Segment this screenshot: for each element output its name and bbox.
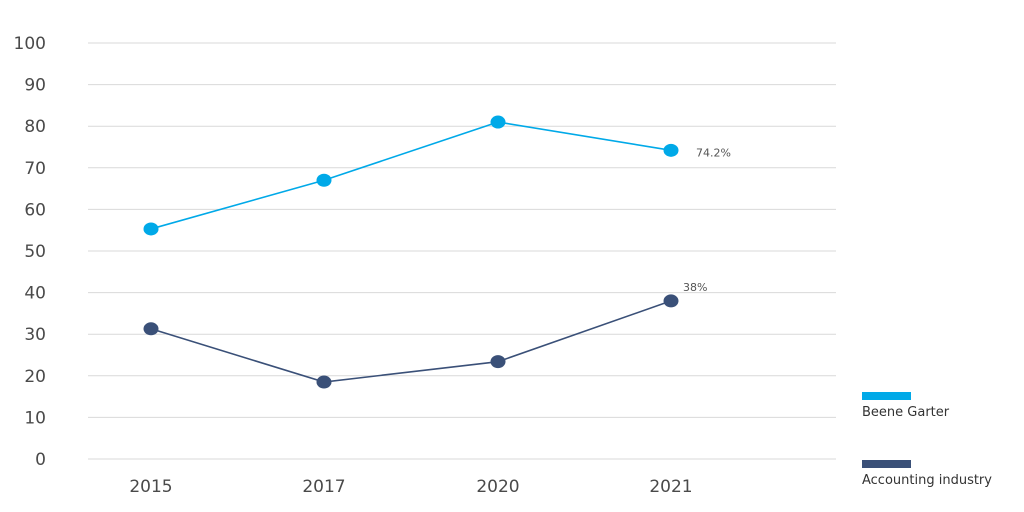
- y-tick-label: 50: [24, 242, 46, 262]
- x-tick-label: 2020: [476, 477, 519, 497]
- y-tick-label: 70: [24, 159, 46, 179]
- legend-swatch: [862, 460, 911, 468]
- legend-label: Accounting industry: [862, 473, 992, 488]
- data-point: [316, 375, 332, 389]
- data-point: [490, 115, 506, 129]
- data-point: [143, 222, 159, 236]
- series-line-0: [150, 121, 672, 230]
- legend: Beene Garter Accounting industry: [862, 392, 992, 488]
- data-point: [490, 355, 506, 369]
- y-tick-label: 100: [14, 34, 46, 54]
- y-tick-label: 90: [24, 76, 46, 96]
- y-tick-label: 60: [24, 200, 46, 220]
- x-axis-ticks: 2015 2017 2020 2021: [129, 477, 692, 497]
- x-tick-label: 2021: [649, 477, 692, 497]
- series-lines: [143, 115, 679, 389]
- data-point: [143, 322, 159, 336]
- data-label: 38%: [683, 281, 707, 294]
- series-line-1: [150, 300, 672, 383]
- data-point: [663, 294, 679, 308]
- y-axis-ticks: 0 10 20 30 40 50 60 70 80 90 100: [14, 34, 46, 470]
- y-tick-label: 0: [35, 450, 46, 470]
- y-tick-label: 10: [24, 408, 46, 428]
- y-tick-label: 20: [24, 367, 46, 387]
- x-tick-label: 2015: [129, 477, 172, 497]
- y-tick-label: 30: [24, 325, 46, 345]
- data-label: 74.2%: [696, 146, 731, 159]
- data-point: [663, 143, 679, 157]
- grid-lines: [88, 42, 836, 460]
- legend-swatch: [862, 392, 911, 400]
- y-tick-label: 40: [24, 284, 46, 304]
- data-point: [316, 173, 332, 187]
- legend-label: Beene Garter: [862, 405, 950, 420]
- x-tick-label: 2017: [302, 477, 345, 497]
- data-labels: 74.2% 38%: [683, 146, 731, 294]
- y-tick-label: 80: [24, 117, 46, 137]
